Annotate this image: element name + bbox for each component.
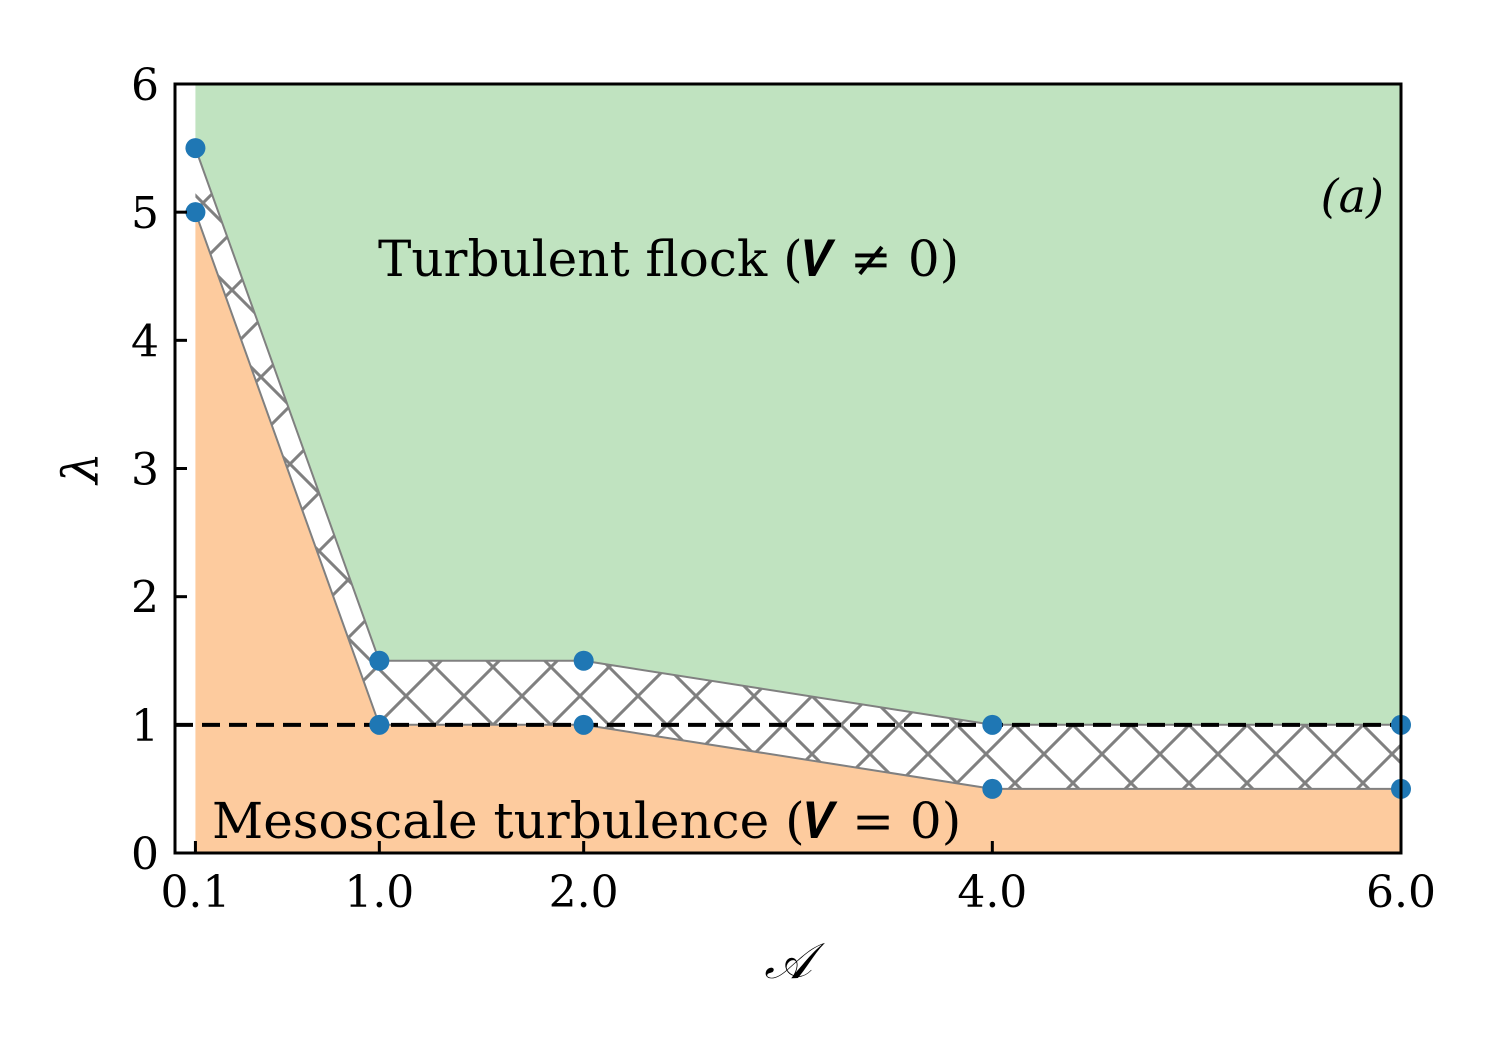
lower-boundary-point (369, 714, 390, 735)
x-tick-label: 0.1 (160, 867, 230, 918)
y-tick-label: 1 (131, 701, 159, 752)
y-tick-label: 6 (131, 60, 159, 111)
y-tick-label: 0 (131, 829, 159, 880)
plot-area (175, 84, 1401, 853)
lower-boundary-point (573, 714, 594, 735)
x-tick-label: 1.0 (344, 867, 414, 918)
upper-boundary-point (982, 714, 1003, 735)
lower-boundary-point (185, 202, 206, 223)
y-tick-label: 3 (131, 445, 159, 496)
panel-label: (a) (1321, 169, 1384, 223)
region-label-turbulent-flock: Turbulent flock (𝑽 ≠ 0) (378, 230, 959, 288)
x-axis-title: 𝒜 (764, 932, 825, 990)
y-tick-label: 4 (131, 316, 159, 367)
lower-boundary-point (982, 778, 1003, 799)
upper-boundary-point (573, 650, 594, 671)
plot-frame (173, 82, 1403, 855)
y-tick-label: 5 (131, 188, 159, 239)
upper-boundary-point (369, 650, 390, 671)
upper-boundary-point (185, 138, 206, 159)
y-axis-title: λ (52, 452, 110, 486)
region-label-mesoscale-turbulence: Mesoscale turbulence (𝑽 = 0) (212, 792, 961, 850)
x-tick-label: 6.0 (1366, 867, 1436, 918)
x-tick-label: 2.0 (549, 867, 619, 918)
x-axis-ticks: 0.1 1.0 2.0 4.0 6.0 (160, 841, 1436, 918)
y-tick-label: 2 (131, 573, 159, 624)
x-tick-label: 4.0 (957, 867, 1027, 918)
y-axis-ticks: 0 1 2 3 4 5 6 (131, 60, 187, 880)
turbulent-flock-region (195, 84, 1401, 725)
